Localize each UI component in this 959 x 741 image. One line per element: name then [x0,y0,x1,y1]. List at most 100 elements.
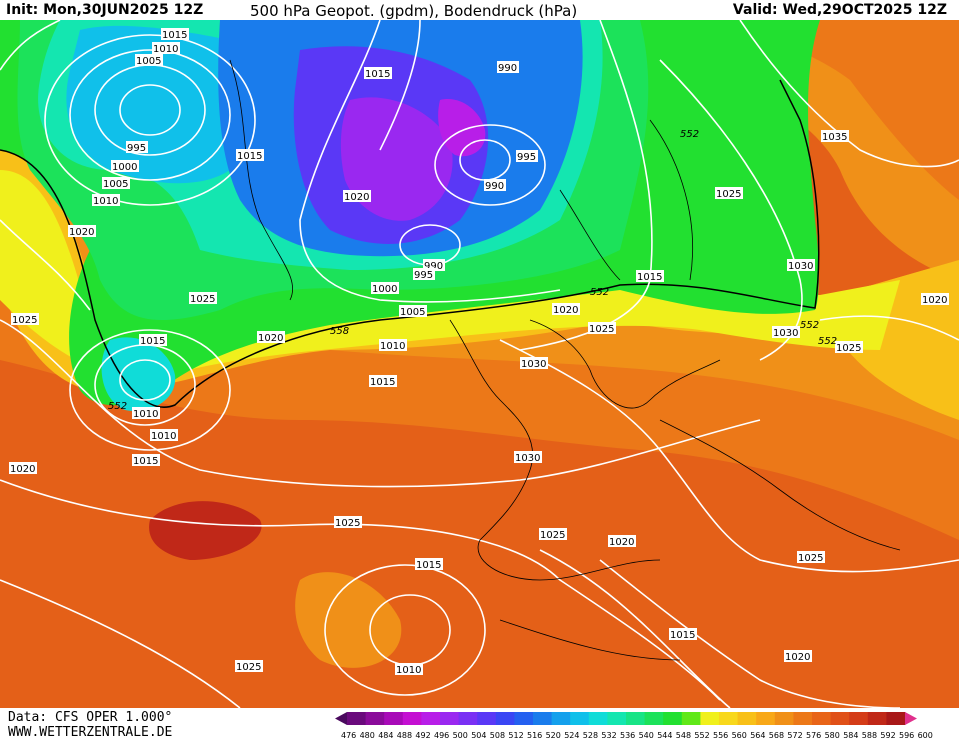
colorbar-swatch [477,712,497,725]
isobar-label: 1010 [133,409,158,420]
geopotential-556-band [0,170,900,380]
colorbar-label: 584 [843,731,858,740]
contour-label: 552 [590,287,609,298]
isobar-label: 1020 [344,192,369,203]
colorbar-swatch [700,712,720,725]
colorbar-swatch [402,712,422,725]
colorbar-label: 576 [806,731,821,740]
isobar-label: 990 [498,63,517,74]
isobar-label: 1025 [716,189,741,200]
isobar-label: 990 [424,261,443,272]
isobar-label: 1020 [922,295,947,306]
isobar-label: 1030 [773,328,798,339]
geopotential-ne-warmer [700,20,959,200]
colorbar-swatch [588,712,608,725]
isobar-label: 1020 [69,227,94,238]
colorbar-swatch [774,712,794,725]
contour-label: 558 [330,326,349,337]
geopotential-496-region [340,97,453,221]
colorbar-label: 536 [620,731,635,740]
colorbar-label: 488 [397,731,412,740]
isobar-label: 1025 [836,343,861,354]
colorbar-label: 592 [880,731,895,740]
contour-552 [0,79,820,408]
colorbar-label: 520 [546,731,561,740]
footer: Data: CFS OPER 1.000° WWW.WETTERZENTRALE… [0,708,959,741]
coastlines [229,59,901,661]
isobar-label: 995 [517,152,536,163]
colorbar-swatch [365,712,385,725]
colorbar-swatch [793,712,813,725]
colorbar-label: 596 [899,731,914,740]
isobar-label: 1030 [521,359,546,370]
geopotential-572-band [0,140,959,440]
colorbar-swatch [551,712,571,725]
isobar-label: 1015 [140,336,165,347]
isobar-label: 990 [485,181,504,192]
colorbar-swatch [533,712,553,725]
isobar-label: 1010 [380,341,405,352]
colorbar-swatch [384,712,404,725]
isobar-label: 1005 [136,56,161,67]
colorbar-swatch [830,712,850,725]
isobar-label: 1015 [365,69,390,80]
isobar-label: 1010 [153,44,178,55]
low-iceland-region [66,25,249,184]
isobar-label: 1010 [396,665,421,676]
colorbar-label: 512 [508,731,523,740]
colorbar-swatch [570,712,590,725]
isobar-label: 1015 [416,560,441,571]
isobar-label: 1025 [589,324,614,335]
isobar-label: 1025 [540,530,565,541]
isobar-label: 1030 [788,261,813,272]
contour-label: 552 [680,129,699,140]
colorbar-swatch [681,712,701,725]
colorbar-swatch [421,712,441,725]
colorbar-label: 532 [601,731,616,740]
colorbar-label: 556 [713,731,728,740]
isobar-label: 1025 [12,315,37,326]
colorbar-label: 568 [769,731,784,740]
colorbar-label: 516 [527,731,542,740]
isobar-label: 1015 [133,456,158,467]
isobar-label: 995 [127,143,146,154]
init-time: Init: Mon,30JUN2025 12Z [6,2,204,18]
colorbar-label: 528 [583,731,598,740]
low-atlantic-region [101,337,176,411]
colorbar-label: 540 [639,731,654,740]
isobar-labels: 1015 1010 1005 995 1000 1005 1010 1020 1… [9,28,949,676]
colorbar-swatch [514,712,534,725]
geopotential-max-west [149,501,262,560]
isobar-label: 1025 [190,294,215,305]
isobar-label: 1020 [258,333,283,344]
colorbar-swatch [719,712,739,725]
isobar-label: 1020 [10,464,35,475]
isobar-label: 1025 [236,662,261,673]
colorbar-label: 484 [378,731,393,740]
contour-labels: 552 552 552 558 552 552 [108,129,837,412]
colorbar-label: 580 [825,731,840,740]
colorbar-swatch [607,712,627,725]
colorbar-swatch [626,712,646,725]
colorbar-label: 508 [490,731,505,740]
isobar-label: 1010 [151,431,176,442]
colorbar-swatch [886,712,906,725]
colorbar-label: 600 [918,731,933,740]
isobar-label: 1015 [370,377,395,388]
colorbar: 476 480 484 488 492 496 500 504 508 512 516 520 524 5… [335,712,933,740]
isobar-label: 1020 [785,652,810,663]
colorbar-right-arrow [905,712,917,725]
data-source: Data: CFS OPER 1.000° [8,710,173,725]
colorbar-label: 492 [415,731,430,740]
isobar-label: 1015 [237,151,262,162]
website-url: WWW.WETTERZENTRALE.DE [8,725,173,740]
contour-label: 552 [108,401,127,412]
isobar-label: 1015 [162,30,187,41]
colorbar-label: 544 [657,731,672,740]
isobar-label: 1030 [515,453,540,464]
isobar-label: 1020 [553,305,578,316]
map-title: 500 hPa Geopot. (gpdm), Bodendruck (hPa) [250,2,578,20]
colorbar-label: 504 [471,731,486,740]
isobar-label: 1010 [93,196,118,207]
colorbar-swatch [347,712,367,725]
